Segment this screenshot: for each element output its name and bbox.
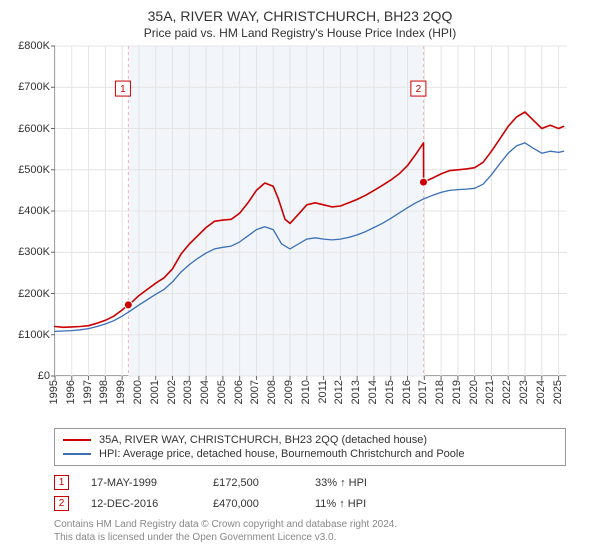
x-tick-label: 2007 [249,380,261,404]
chart-area: £0£100K£200K£300K£400K£500K£600K£700K£80… [10,46,566,376]
y-tick-label: £100K [18,329,50,341]
x-tick-label: 2014 [367,380,379,404]
x-tick-label: 2018 [434,380,446,404]
x-tick-label: 2017 [417,380,429,404]
sale-row: 2 12-DEC-2016 £470,000 11% ↑ HPI [54,493,566,514]
legend-item: 35A, RIVER WAY, CHRISTCHURCH, BH23 2QQ (… [63,433,557,447]
x-tick-label: 2022 [501,380,513,404]
x-tick-label: 2023 [518,380,530,404]
plot: 12 [54,46,566,376]
x-tick-label: 2016 [401,380,413,404]
x-tick-label: 1998 [98,380,110,404]
x-tick-label: 2010 [300,380,312,404]
y-tick-label: £800K [18,40,50,52]
y-tick-label: £200K [18,288,50,300]
sale-vs-hpi: 11% ↑ HPI [315,498,395,510]
sale-date: 17-MAY-1999 [91,477,191,489]
svg-text:2: 2 [416,84,422,95]
x-tick-label: 2000 [132,380,144,404]
footer-line-1: Contains HM Land Registry data © Crown c… [54,518,566,531]
sale-marker: 1 [54,475,69,490]
footer-line-2: This data is licensed under the Open Gov… [54,531,566,544]
x-tick-label: 2019 [451,380,463,404]
legend-label: 35A, RIVER WAY, CHRISTCHURCH, BH23 2QQ (… [99,434,427,446]
x-tick-label: 1995 [48,380,60,404]
x-tick-label: 2003 [182,380,194,404]
sale-row: 1 17-MAY-1999 £172,500 33% ↑ HPI [54,472,566,493]
x-tick-label: 2009 [283,380,295,404]
sale-vs-hpi: 33% ↑ HPI [315,477,395,489]
svg-text:1: 1 [120,84,126,95]
x-tick-label: 1996 [65,380,77,404]
y-tick-label: £300K [18,246,50,258]
x-tick-label: 2021 [484,380,496,404]
y-axis-labels: £0£100K£200K£300K£400K£500K£600K£700K£80… [10,46,54,376]
x-tick-label: 1999 [115,380,127,404]
legend: 35A, RIVER WAY, CHRISTCHURCH, BH23 2QQ (… [54,428,566,466]
x-tick-label: 2013 [350,380,362,404]
sale-date: 12-DEC-2016 [91,498,191,510]
x-tick-label: 2002 [166,380,178,404]
x-tick-label: 2011 [317,380,329,404]
x-tick-label: 2008 [266,380,278,404]
x-axis-labels: 1995199619971998199920002001200220032004… [54,376,566,424]
x-tick-label: 2004 [199,380,211,404]
x-tick-label: 2015 [384,380,396,404]
sale-price: £172,500 [213,477,293,489]
x-tick-label: 1997 [82,380,94,404]
legend-label: HPI: Average price, detached house, Bour… [99,448,464,460]
x-tick-label: 2025 [552,380,564,404]
sale-marker: 2 [54,496,69,511]
legend-swatch [63,453,91,455]
sale-datapoints: 1 17-MAY-1999 £172,500 33% ↑ HPI 2 12-DEC-201… [54,472,566,514]
legend-item: HPI: Average price, detached house, Bour… [63,447,557,461]
y-tick-label: £400K [18,205,50,217]
y-tick-label: £600K [18,123,50,135]
y-tick-label: £500K [18,164,50,176]
footer: Contains HM Land Registry data © Crown c… [54,518,566,544]
chart-title: 35A, RIVER WAY, CHRISTCHURCH, BH23 2QQ [10,8,590,24]
legend-swatch [63,439,91,441]
sale-price: £470,000 [213,498,293,510]
x-tick-label: 2006 [233,380,245,404]
x-tick-label: 2005 [216,380,228,404]
x-tick-label: 2012 [333,380,345,404]
chart-subtitle: Price paid vs. HM Land Registry's House … [10,26,590,40]
y-tick-label: £700K [18,81,50,93]
x-tick-label: 2020 [468,380,480,404]
x-tick-label: 2001 [149,380,161,404]
x-tick-label: 2024 [535,380,547,404]
